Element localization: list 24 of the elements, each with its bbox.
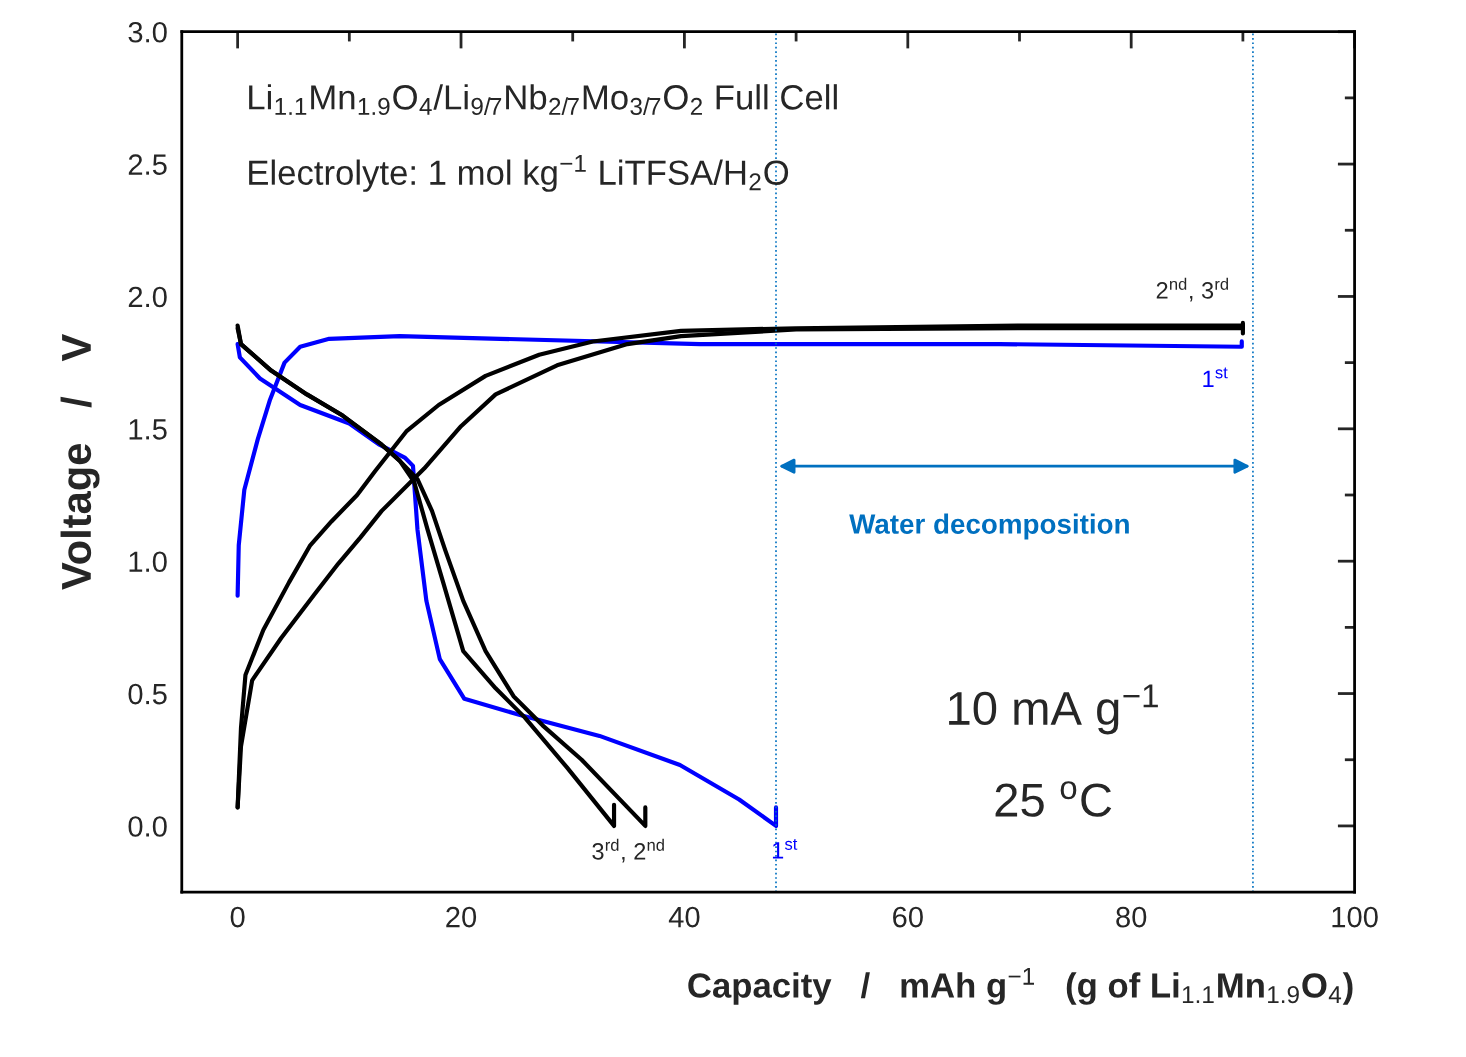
annotation: 25 $^{o}$C — [995, 781, 1112, 817]
annotation: 1$^{st}$ — [772, 839, 798, 859]
x-tick-label: 0 — [230, 906, 245, 928]
y-tick-label: 0.0 — [128, 816, 167, 837]
text: Capacity / mAh g$^{−1}$ (g of Li$_{1.1}$Mn$_{1.9}$O$_{4}$) — [688, 967, 1353, 1005]
y-tick-label: 1.0 — [129, 551, 167, 573]
x-tick-label: 40 — [668, 906, 700, 928]
chart-title: Li$_{1.1}$Mn$_{1.9}$O$_{4}$/Li$_{9/7}$Nb$_{2/7}$Mo$_{3/7}$O$_{2}$ Full Cell — [249, 84, 837, 116]
annotation: 1$^{st}$ — [1203, 367, 1228, 387]
annotation: 2$^{nd}$, 3$^{rd}$ — [1156, 277, 1229, 302]
annotation: 3$^{rd}$, 2$^{nd}$ — [592, 838, 664, 863]
y-tick-label: 2.0 — [128, 286, 167, 308]
text: Electrolyte: 1 mol kg$^{−1}$ LiTFSA/H$_{2}$O — [249, 155, 789, 192]
y-tick-label: 3.0 — [128, 21, 167, 43]
x-tick-label: 80 — [1116, 906, 1147, 928]
annotation: Water decomposition — [849, 513, 1129, 540]
x-tick-label: 100 — [1332, 906, 1378, 928]
x-tick-label: 60 — [893, 906, 923, 928]
y-axis-title: Voltage / V — [60, 334, 100, 590]
y-tick-label: 1.5 — [129, 419, 167, 440]
y-tick-label: 0.5 — [128, 683, 167, 705]
annotation: 10 mA g$^{−1}$ — [949, 684, 1158, 735]
x-tick-label: 20 — [446, 906, 477, 928]
y-tick-label: 2.5 — [128, 154, 167, 175]
